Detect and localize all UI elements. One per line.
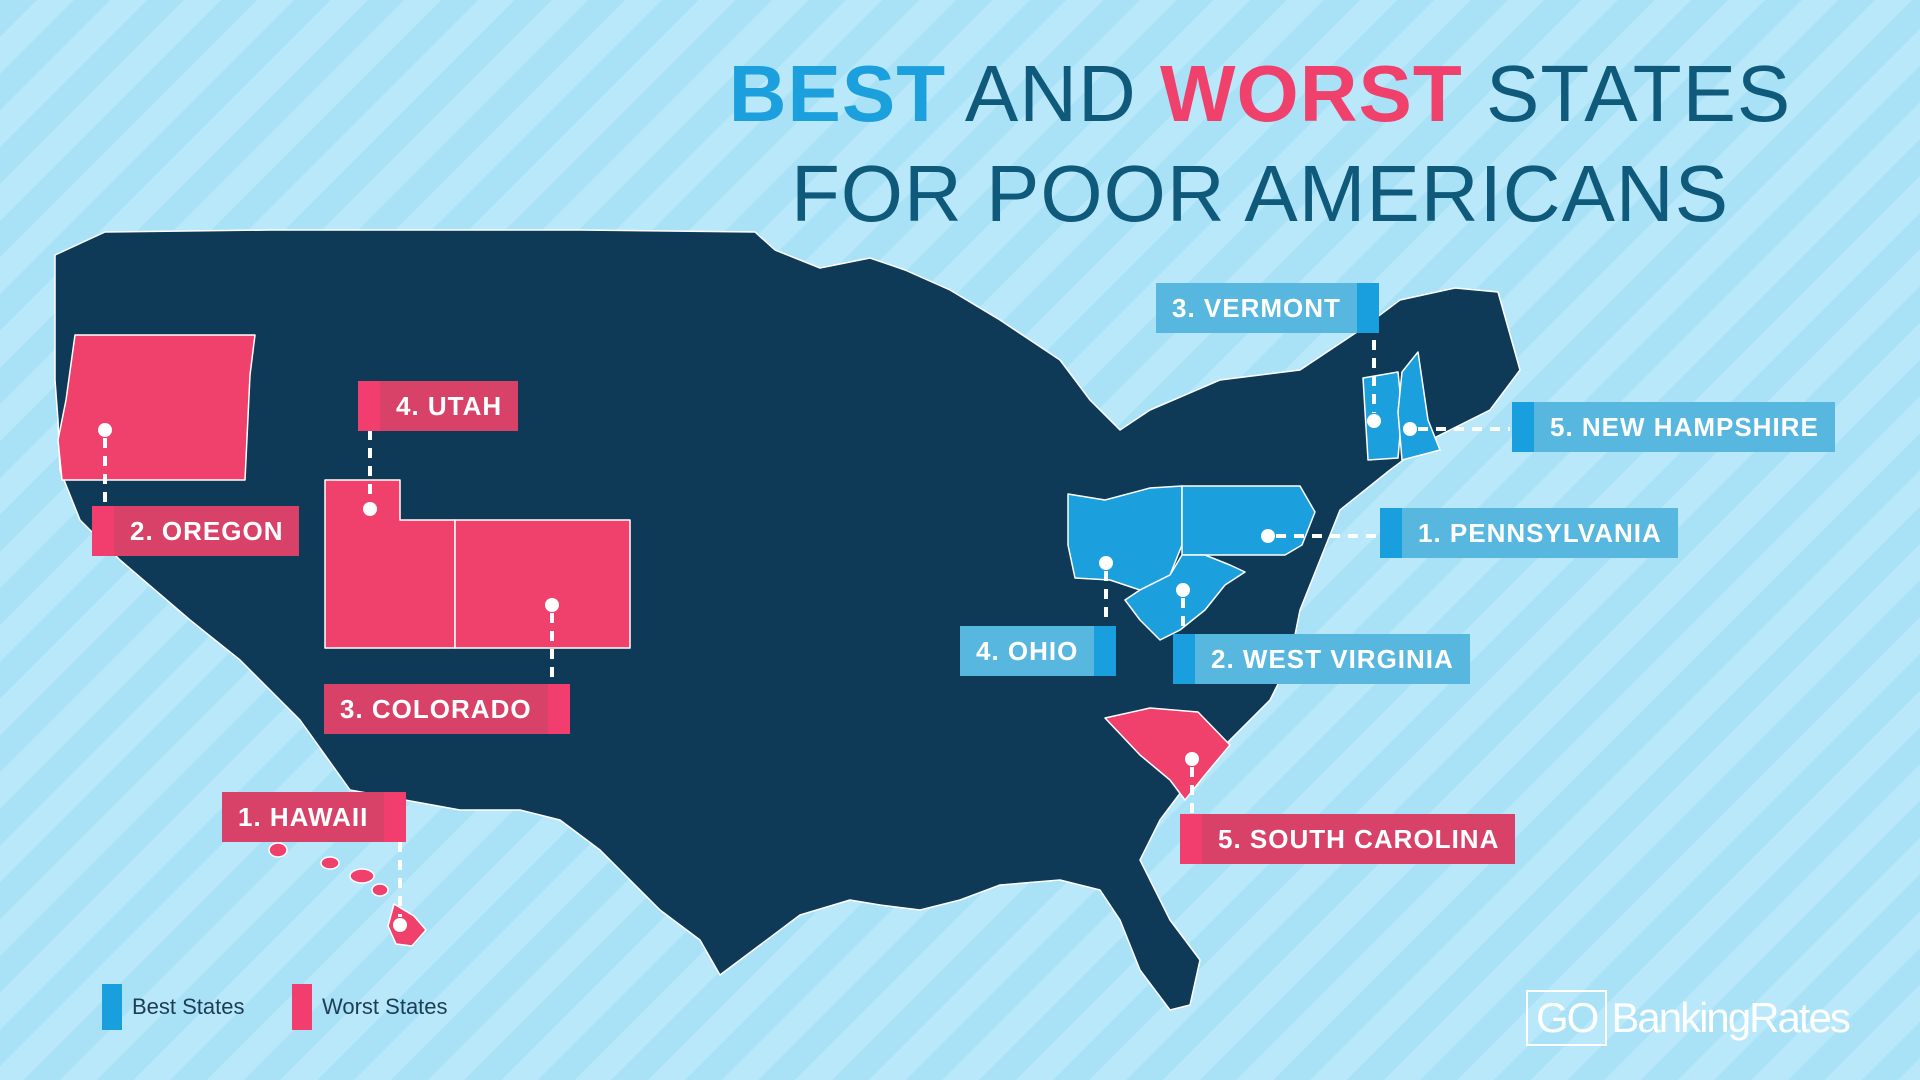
title-best-word: BEST (728, 49, 947, 138)
title-states-word: STATES (1485, 49, 1792, 138)
label-utah-text: 4. UTAH (396, 391, 503, 421)
pennsylvania-marker (1261, 529, 1275, 543)
label-colorado: 3. COLORADO (324, 684, 570, 734)
legend-worst-swatch (292, 984, 312, 1030)
hawaii-island-2 (320, 856, 340, 870)
hawaii-marker (393, 918, 407, 932)
new-hampshire-marker (1403, 422, 1417, 436)
title-line-1: BEST AND WORST STATES (660, 44, 1860, 144)
hawaii-island-4 (371, 883, 389, 897)
label-pennsylvania-text: 1. PENNSYLVANIA (1418, 518, 1662, 548)
legend-worst-label: Worst States (322, 994, 448, 1019)
label-oregon-text: 2. OREGON (130, 516, 284, 546)
gobankingrates-logo: GO BankingRates (1526, 990, 1851, 1046)
colorado-shape (454, 519, 631, 649)
label-west-virginia-text: 2. WEST VIRGINIA (1211, 644, 1454, 674)
label-vermont-text: 3. VERMONT (1172, 293, 1341, 323)
label-colorado-text: 3. COLORADO (340, 694, 532, 724)
west-virginia-shape (1124, 554, 1246, 641)
label-south-carolina: 5. SOUTH CAROLINA (1180, 814, 1516, 864)
label-ohio: 4. OHIO (960, 626, 1117, 676)
label-pennsylvania: 1. PENNSYLVANIA (1380, 508, 1678, 558)
colorado-marker (545, 598, 559, 612)
vermont-shape (1362, 371, 1403, 461)
utah-marker (363, 502, 377, 516)
logo-bankingrates-text: BankingRates (1611, 994, 1850, 1041)
oregon-shape (57, 334, 256, 481)
us-mainland-shape (54, 229, 1521, 1011)
label-utah: 4. UTAH (358, 381, 519, 431)
legend-best-swatch (102, 984, 122, 1030)
ohio-shape (1067, 485, 1183, 591)
pennsylvania-shape (1181, 485, 1316, 556)
legend-best-label: Best States (132, 994, 245, 1019)
logo-go-box: GO (1526, 990, 1608, 1046)
west-virginia-marker (1176, 583, 1190, 597)
label-ohio-text: 4. OHIO (976, 636, 1079, 666)
infographic-title: BEST AND WORST STATES FOR POOR AMERICANS (660, 44, 1860, 244)
south-carolina-marker (1185, 752, 1199, 766)
south-carolina-shape (1104, 707, 1231, 801)
title-and-word: AND (964, 49, 1137, 138)
oregon-marker (98, 423, 112, 437)
label-hawaii-text: 1. HAWAII (238, 802, 369, 832)
ohio-marker (1099, 556, 1113, 570)
title-worst-word: WORST (1160, 49, 1463, 138)
label-west-virginia: 2. WEST VIRGINIA (1173, 634, 1470, 684)
vermont-marker (1367, 414, 1381, 428)
label-new-hampshire: 5. NEW HAMPSHIRE (1512, 402, 1835, 452)
label-new-hampshire-text: 5. NEW HAMPSHIRE (1550, 412, 1819, 442)
label-south-carolina-text: 5. SOUTH CAROLINA (1218, 824, 1500, 854)
hawaii-island-3 (349, 868, 375, 884)
hawaii-island-1 (268, 842, 288, 858)
title-line-2: FOR POOR AMERICANS (790, 149, 1730, 238)
label-vermont: 3. VERMONT (1156, 283, 1379, 333)
label-hawaii: 1. HAWAII (222, 792, 407, 842)
label-oregon: 2. OREGON (92, 506, 300, 556)
